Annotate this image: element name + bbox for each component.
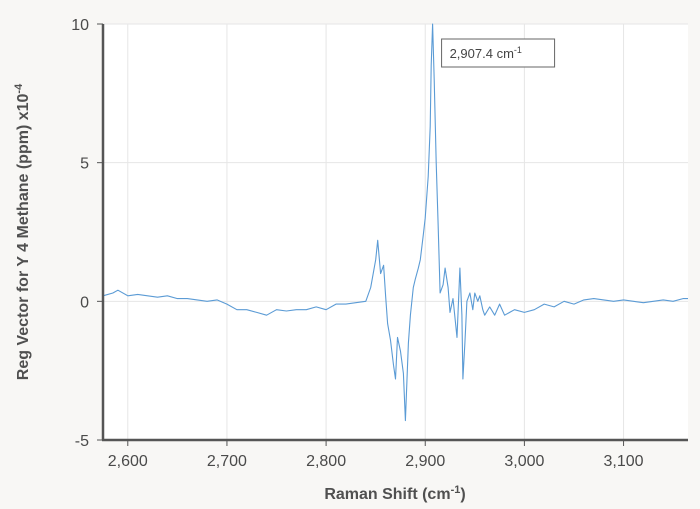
x-tick-label: 2,900 bbox=[405, 453, 445, 470]
y-tick-label: 0 bbox=[80, 294, 89, 311]
y-axis-title: Reg Vector for Y 4 Methane (ppm) x10-4 bbox=[13, 83, 32, 380]
series-layer bbox=[102, 23, 688, 422]
x-tick-label: 2,800 bbox=[306, 453, 346, 470]
series-line bbox=[102, 23, 688, 422]
y-tick-label: -5 bbox=[75, 433, 89, 450]
x-tick-label: 2,700 bbox=[207, 453, 247, 470]
annotation-label: 2,907.4 cm-1 bbox=[450, 45, 522, 61]
axes bbox=[97, 23, 688, 446]
tick-labels: 2,600 2,700 2,800 2,900 3,000 3,100 -5 0 5 10 bbox=[71, 17, 643, 470]
y-tick-label: 5 bbox=[80, 156, 89, 173]
x-tick-label: 3,100 bbox=[604, 453, 644, 470]
x-tick-label: 2,600 bbox=[108, 453, 148, 470]
annotations: 2,907.4 cm-1 bbox=[441, 38, 556, 68]
x-axis-title: Raman Shift (cm-1) bbox=[324, 484, 465, 503]
x-tick-label: 3,000 bbox=[504, 453, 544, 470]
annotation-box bbox=[441, 38, 556, 68]
y-tick-label: 10 bbox=[71, 17, 89, 34]
